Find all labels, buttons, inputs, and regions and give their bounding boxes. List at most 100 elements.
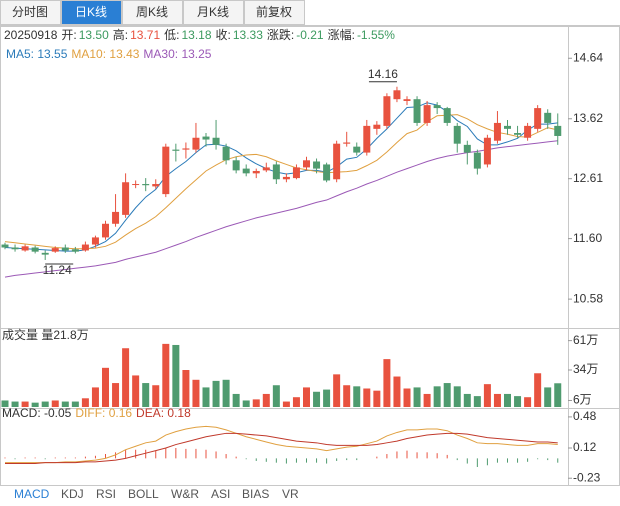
y-tick-label: 0.12 bbox=[573, 440, 597, 454]
indicator-tab[interactable]: KDJ bbox=[61, 487, 84, 501]
tab[interactable] bbox=[0, 0, 61, 25]
volume-bar bbox=[11, 401, 19, 407]
candle-body bbox=[493, 122, 501, 141]
tab-label[interactable]: 周K线 bbox=[136, 5, 168, 19]
tab-label[interactable]: 日K线 bbox=[75, 5, 107, 19]
volume-bar bbox=[192, 379, 200, 407]
candle-body bbox=[242, 168, 250, 174]
tab-label[interactable]: 前复权 bbox=[256, 4, 292, 19]
candle-body bbox=[343, 142, 351, 144]
legend-entry: MACD: -0.05 bbox=[2, 406, 72, 420]
candle-body bbox=[363, 125, 371, 153]
indicator-tab[interactable]: BIAS bbox=[242, 487, 269, 501]
volume-bar bbox=[393, 376, 401, 407]
volume-bar bbox=[383, 359, 391, 407]
volume-bar bbox=[21, 401, 29, 407]
legend-entry: DEA: 0.18 bbox=[136, 406, 191, 420]
volume-bar bbox=[262, 393, 270, 407]
candle-body bbox=[373, 124, 381, 129]
candle-body bbox=[514, 133, 522, 135]
candle-body bbox=[102, 223, 109, 238]
volume-bar bbox=[71, 401, 79, 407]
volume-bar bbox=[363, 388, 371, 407]
volume-bar bbox=[51, 400, 59, 407]
volume-bar bbox=[504, 393, 511, 407]
ma-line bbox=[4, 114, 558, 250]
volume-bar bbox=[473, 396, 481, 407]
indicator-tab[interactable]: RSI bbox=[96, 487, 116, 501]
volume-bar bbox=[282, 401, 290, 407]
volume-bar bbox=[122, 348, 130, 407]
candle-body bbox=[272, 164, 280, 180]
y-tick-label: 34万 bbox=[573, 362, 598, 376]
candle-body bbox=[333, 143, 341, 180]
indicator-tab[interactable]: VR bbox=[282, 487, 299, 501]
info-label: 高: bbox=[113, 27, 128, 42]
y-tick-label: 6万 bbox=[573, 393, 592, 407]
candle-body bbox=[81, 244, 89, 251]
candle-body bbox=[534, 108, 542, 129]
tab[interactable] bbox=[61, 0, 122, 25]
candle-body bbox=[483, 137, 491, 165]
volume-bar bbox=[554, 383, 562, 407]
info-value: 13.33 bbox=[233, 28, 263, 42]
indicator-tab[interactable]: MACD bbox=[14, 487, 50, 501]
candle-body bbox=[202, 136, 210, 140]
candle-body bbox=[423, 105, 431, 123]
volume-bar bbox=[514, 396, 522, 407]
candle-body bbox=[353, 146, 361, 153]
indicator-tab[interactable]: ASI bbox=[211, 487, 230, 501]
tab-label[interactable]: 分时图 bbox=[12, 5, 48, 19]
volume-bar bbox=[333, 374, 341, 407]
candle-body bbox=[112, 211, 120, 224]
info-label: 涨跌: bbox=[267, 27, 294, 42]
candle-body bbox=[21, 246, 29, 251]
volume-bar bbox=[323, 389, 331, 407]
tab[interactable] bbox=[183, 0, 244, 25]
legend-entry: MA10: 13.43 bbox=[71, 47, 139, 61]
tab[interactable] bbox=[122, 0, 183, 25]
candle-body bbox=[41, 252, 49, 255]
tab-label[interactable]: 月K线 bbox=[197, 5, 229, 19]
high-label: 14.16 bbox=[368, 67, 398, 81]
candle-body bbox=[51, 248, 59, 252]
volume-bar bbox=[453, 386, 461, 407]
volume-bar bbox=[1, 400, 9, 407]
candle-body bbox=[473, 152, 481, 169]
candle-body bbox=[403, 99, 411, 101]
info-label: 低: bbox=[164, 28, 179, 42]
indicator-tab[interactable]: W&R bbox=[171, 487, 199, 501]
volume-bar bbox=[172, 344, 180, 407]
volume-bar bbox=[242, 400, 250, 407]
info-value: 13.71 bbox=[130, 28, 160, 42]
volume-bar bbox=[202, 387, 210, 407]
volume-bar bbox=[353, 386, 361, 407]
indicator-tab[interactable]: BOLL bbox=[128, 487, 159, 501]
candle-body bbox=[31, 247, 39, 252]
volume-bar bbox=[222, 379, 230, 407]
volume-title: 成交量 量21.8万 bbox=[2, 327, 89, 342]
y-tick-label: 14.64 bbox=[573, 50, 603, 64]
candle-body bbox=[122, 182, 130, 215]
candle-body bbox=[162, 146, 170, 195]
candle-body bbox=[524, 125, 532, 138]
volume-bar bbox=[232, 393, 240, 407]
volume-bar bbox=[493, 393, 501, 407]
candle-body bbox=[504, 125, 511, 129]
volume-bar bbox=[544, 387, 552, 407]
legend-entry: MA5: 13.55 bbox=[6, 47, 68, 61]
info-value: -1.55% bbox=[357, 28, 395, 42]
macd-legend: MACD: -0.05 DIFF: 0.16 DEA: 0.18 bbox=[2, 406, 191, 420]
candle-body bbox=[393, 90, 401, 100]
volume-bar bbox=[91, 387, 99, 407]
candle-body bbox=[192, 137, 200, 150]
volume-bar bbox=[413, 387, 421, 407]
tab[interactable] bbox=[244, 0, 305, 25]
diff-line bbox=[5, 425, 558, 464]
volume-bar bbox=[303, 387, 310, 407]
candle-body bbox=[313, 161, 321, 169]
y-tick-label: 11.60 bbox=[573, 231, 602, 245]
volume-bar bbox=[373, 390, 381, 407]
